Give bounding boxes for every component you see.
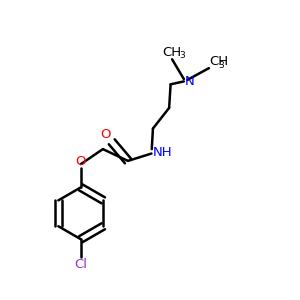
Text: 3: 3 [180, 52, 185, 61]
Text: CH: CH [209, 55, 228, 68]
Text: CH: CH [163, 46, 182, 59]
Text: Cl: Cl [74, 258, 87, 272]
Text: 3: 3 [218, 61, 224, 70]
Text: NH: NH [153, 146, 172, 159]
Text: N: N [184, 75, 194, 88]
Text: O: O [76, 155, 86, 168]
Text: O: O [100, 128, 110, 141]
